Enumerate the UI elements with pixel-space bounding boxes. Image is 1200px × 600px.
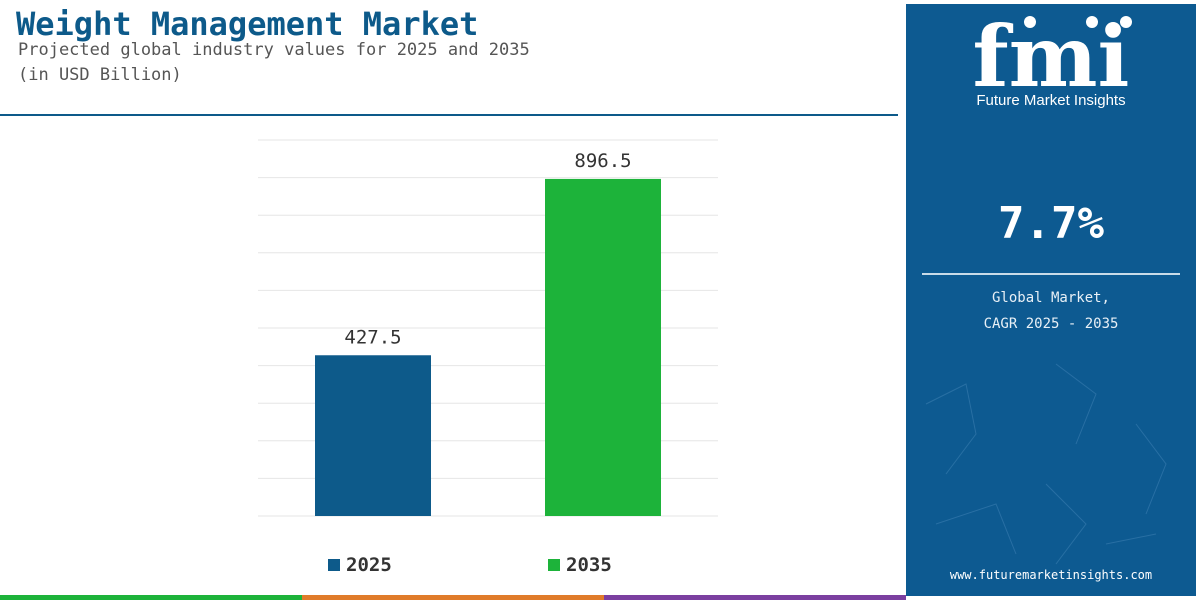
panel-texture xyxy=(925,363,1167,565)
chart-area: Weight Management Market Projected globa… xyxy=(0,5,898,577)
fmi-logo-mark: fmi xyxy=(973,7,1132,106)
data-label-2025: 427.5 xyxy=(344,326,401,348)
cagr-value: 7.7% xyxy=(998,198,1104,249)
footer-strip-green xyxy=(0,595,302,600)
bar-2025 xyxy=(315,355,431,516)
logo-figure-2-icon xyxy=(1086,16,1098,28)
legend-label-2025: 2025 xyxy=(346,554,392,576)
cagr-label-line-1: Global Market, xyxy=(991,290,1110,306)
panel-divider xyxy=(922,273,1180,275)
header-divider xyxy=(0,114,898,116)
bar-2035 xyxy=(545,178,661,516)
logo-figure-1-icon xyxy=(1024,16,1036,28)
data-label-2035: 896.5 xyxy=(574,150,631,172)
subtitle-line-1: Projected global industry values for 202… xyxy=(18,40,530,60)
chart-title: Weight Management Market xyxy=(16,5,479,43)
subtitle-line-2: (in USD Billion) xyxy=(18,65,182,85)
logo-figure-3-icon xyxy=(1120,16,1132,28)
website-url: www.futuremarketinsights.com xyxy=(949,568,1153,582)
legend-item-2035: 2035 xyxy=(548,553,612,577)
fmi-logo: fmi xyxy=(946,7,1156,116)
cagr-label-line-2: CAGR 2025 - 2035 xyxy=(983,316,1119,332)
legend-item-2025: 2025 xyxy=(328,553,392,577)
footer-strip-orange xyxy=(302,595,604,600)
logo-letters: fmi xyxy=(973,12,1130,92)
logo-tagline: Future Market Insights xyxy=(976,92,1126,109)
legend-swatch-2025 xyxy=(328,559,340,571)
footer-strip-purple xyxy=(604,595,906,600)
chart-subtitle: Projected global industry values for 202… xyxy=(18,38,530,88)
legend-label-2035: 2035 xyxy=(566,554,612,576)
summary-panel: fmi Future Market Insights 7.7% Global M… xyxy=(906,4,1196,596)
legend-swatch-2035 xyxy=(548,559,560,571)
bar-chart: 427.5 896.5 xyxy=(258,139,718,517)
